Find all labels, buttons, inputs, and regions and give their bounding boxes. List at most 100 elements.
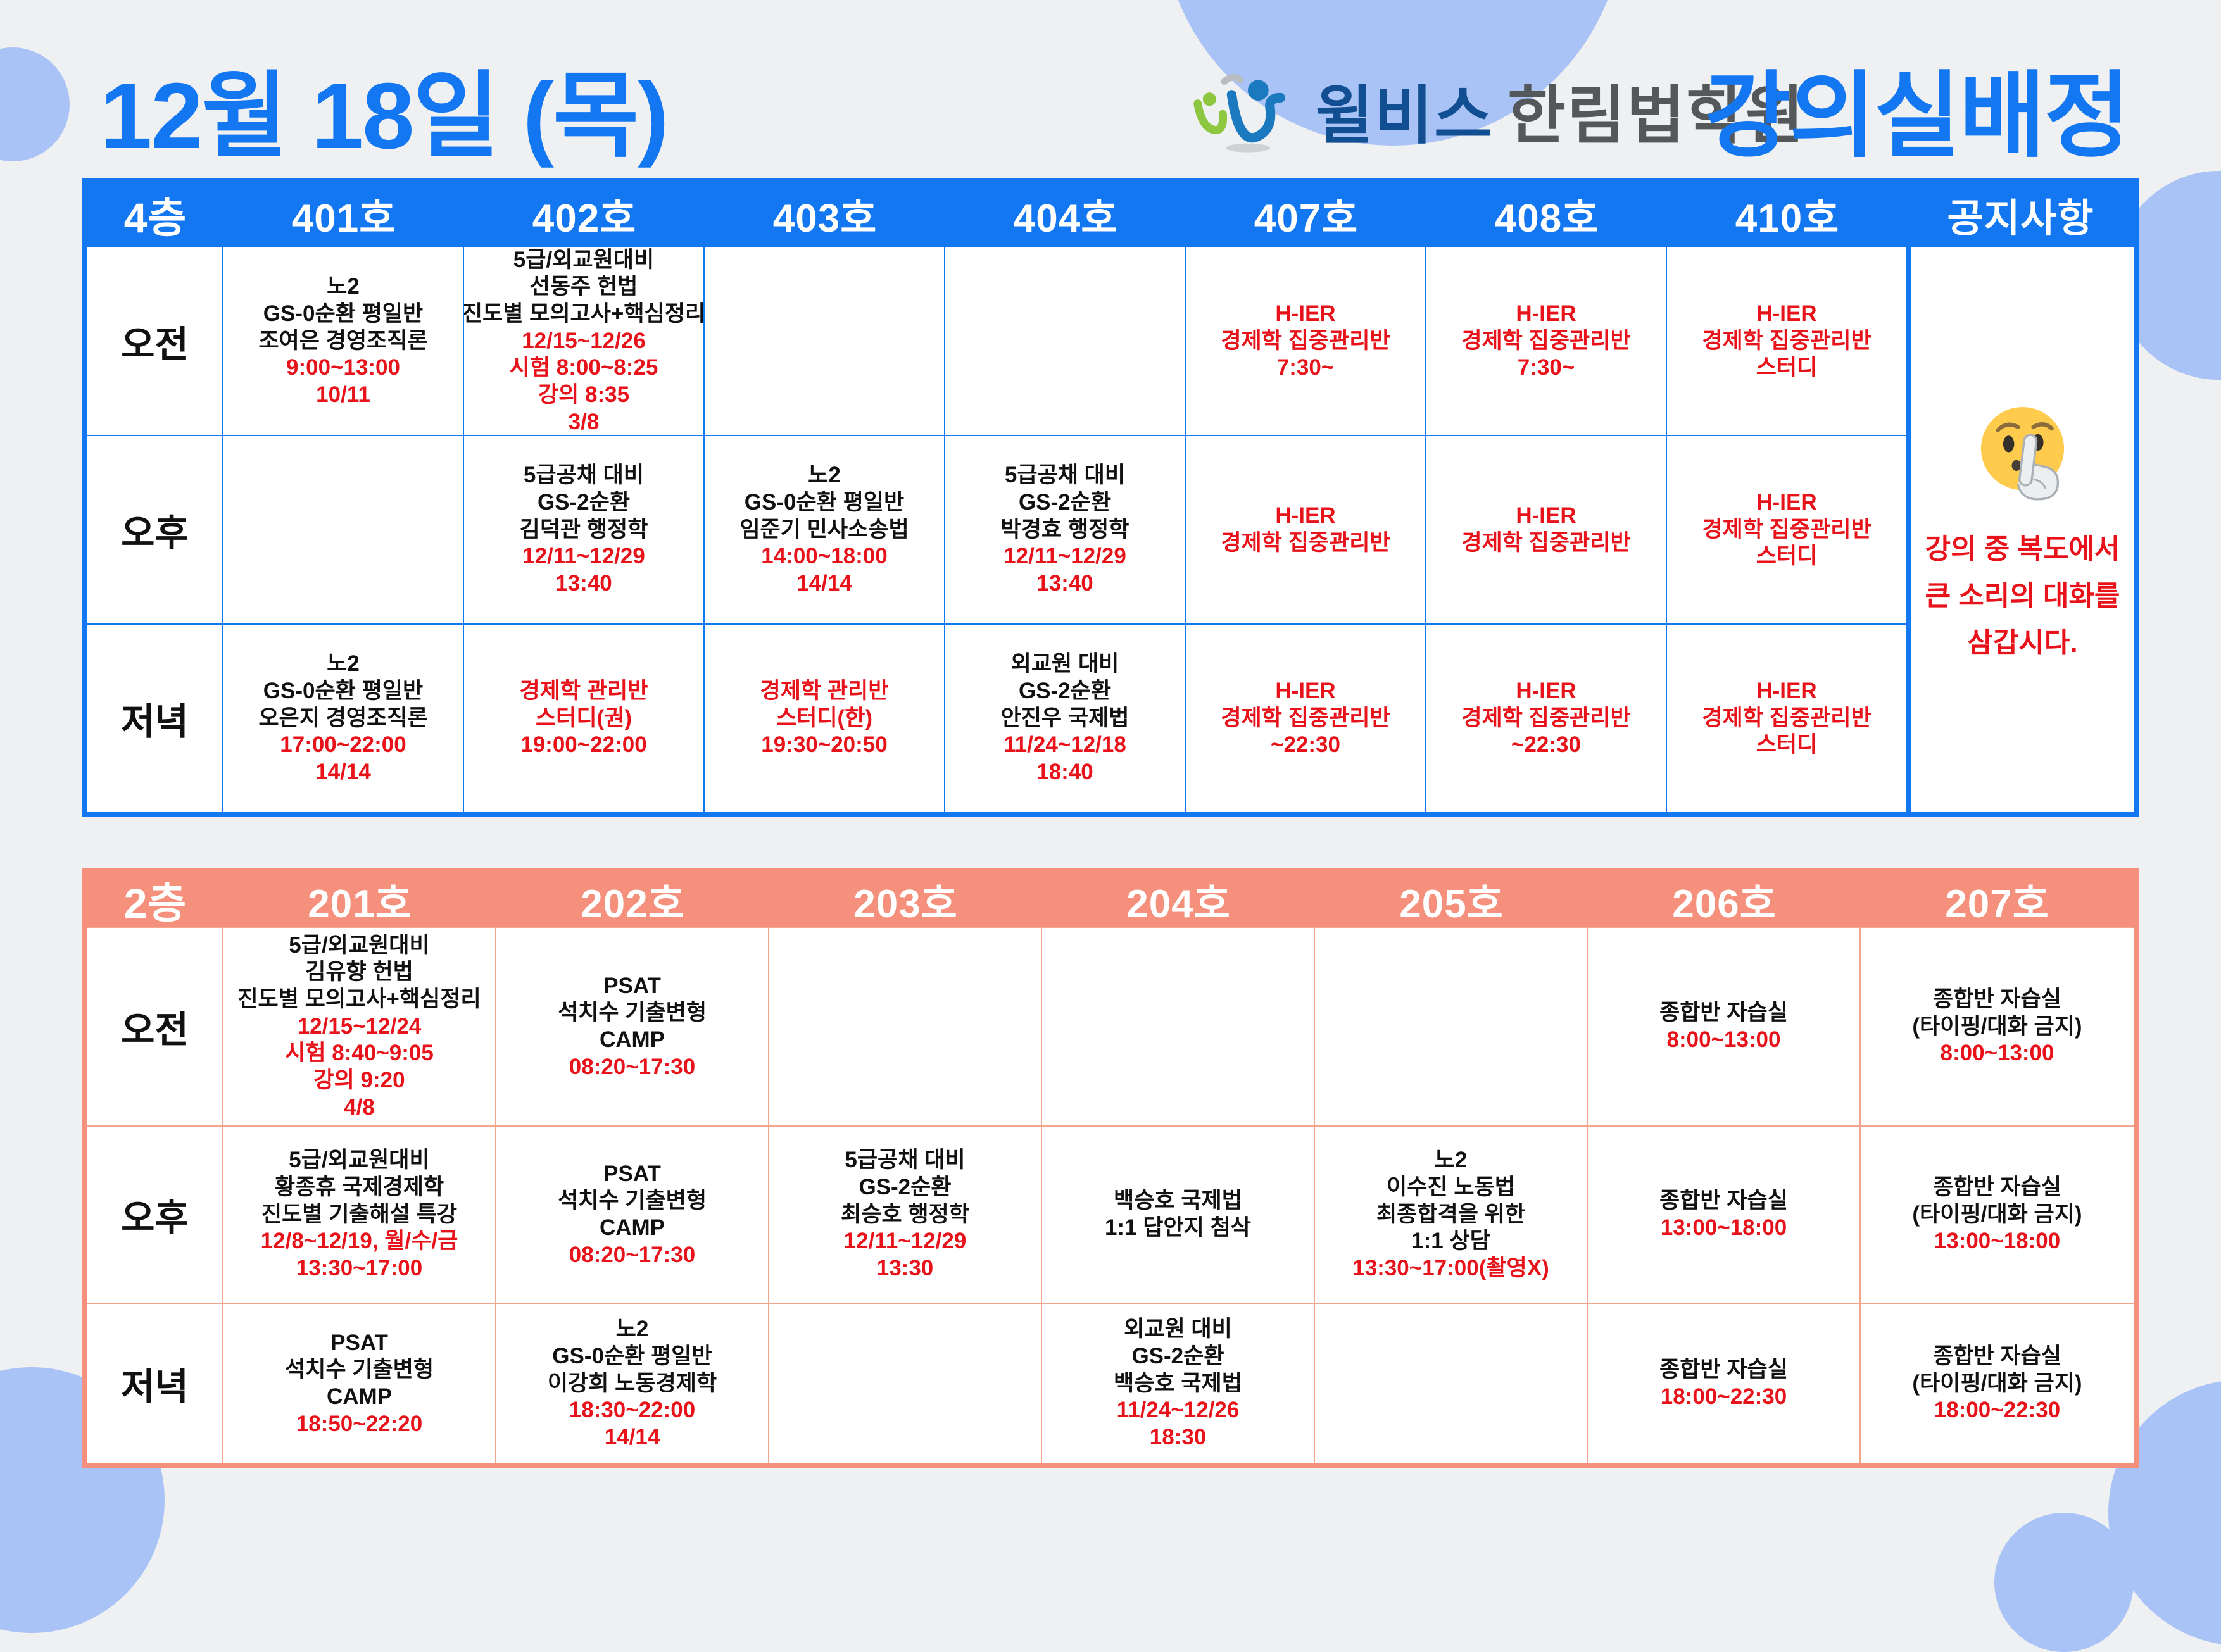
schedule-line: GS-2순환 — [1018, 678, 1112, 703]
schedule-line: 조여은 경영조직론 — [258, 328, 428, 353]
schedule-line: 14:00~18:00 — [761, 544, 888, 569]
schedule-cell-floor2-205-afternoon: 노2 이수진 노동법 최종합격을 위한 1:1 상담 13:30~17:00(촬영X) — [1315, 1125, 1588, 1303]
schedule-line: 8:00~13:00 — [1666, 1027, 1781, 1052]
schedule-line: 강의 9:20 — [313, 1068, 405, 1093]
schedule-line: H-IER — [1275, 678, 1336, 703]
schedule-line: 종합반 자습실 — [1659, 1188, 1788, 1213]
schedule-line: 4/8 — [344, 1094, 375, 1120]
schedule-line: 경제학 관리반 — [519, 678, 648, 703]
schedule-cell-floor4-408-morning: H-IER 경제학 집중관리반 7:30~ — [1426, 246, 1667, 435]
schedule-cell-floor2-206-afternoon: 종합반 자습실 13:00~18:00 — [1588, 1125, 1861, 1303]
schedule-line: 3/8 — [568, 409, 600, 434]
schedule-line: GS-2순환 — [859, 1174, 952, 1199]
schedule-line: GS-0순환 평일반 — [263, 678, 424, 703]
schedule-line: 스터디 — [1756, 544, 1818, 569]
schedule-line: 경제학 집중관리반 — [1702, 516, 1872, 542]
schedule-line: H-IER — [1756, 301, 1817, 326]
schedule-line: H-IER — [1516, 678, 1576, 703]
schedule-line: 노2 — [327, 274, 360, 299]
schedule-line: 시험 8:40~9:05 — [285, 1041, 434, 1066]
schedule-line: 18:50~22:20 — [296, 1411, 423, 1436]
schedule-line: 12/11~12/29 — [843, 1229, 967, 1254]
schedule-line: 경제학 관리반 — [760, 678, 889, 703]
schedule-line: 11/24~12/18 — [1004, 732, 1126, 758]
schedule-line: GS-2순환 — [537, 489, 631, 515]
schedule-cell-floor4-404-afternoon: 5급공채 대비 GS-2순환 박경효 행정학 12/11~12/29 13:40 — [945, 435, 1186, 623]
schedule-line: 18:30 — [1149, 1425, 1207, 1450]
schedule-cell-floor2-202-evening: 노2 GS-0순환 평일반 이강희 노동경제학 18:30~22:00 14/14 — [496, 1303, 769, 1463]
schedule-line: 노2 — [615, 1317, 649, 1342]
schedule-line: 김유향 헌법 — [305, 960, 413, 985]
schedule-line: 13:40 — [1036, 571, 1093, 596]
schedule-cell-floor2-202-afternoon: PSAT 석치수 기출변형 CAMP 08:20~17:30 — [496, 1125, 769, 1303]
schedule-line: GS-2순환 — [1018, 489, 1112, 515]
schedule-cell-floor4-410-evening: H-IER 경제학 집중관리반 스터디 — [1667, 623, 1908, 812]
schedule-cell-floor4-402-evening: 경제학 관리반 스터디(권) 19:00~22:00 — [464, 623, 705, 812]
schedule-line: 백승호 국제법 — [1114, 1370, 1242, 1396]
schedule-line: 강의 8:35 — [538, 382, 630, 408]
schedule-line: 경제학 집중관리반 — [1461, 705, 1631, 730]
brand-name: 윌비스 — [1315, 80, 1494, 151]
schedule-line: 5급공채 대비 — [845, 1148, 966, 1173]
schedule-line: 5급공채 대비 — [1004, 463, 1126, 488]
schedule-line: 외교원 대비 — [1010, 651, 1119, 677]
room-header-403: 403호 — [705, 183, 945, 246]
schedule-cell-floor2-207-evening: 종합반 자습실 (타이핑/대화 금지) 18:00~22:30 — [1861, 1303, 2134, 1463]
time-label-evening: 저녁 — [87, 623, 223, 812]
schedule-line: 노2 — [327, 651, 360, 677]
schedule-line: 노2 — [1434, 1148, 1468, 1173]
schedule-cell-floor2-204-afternoon: 백승호 국제법 1:1 답안지 첨삭 — [1042, 1125, 1315, 1303]
room-header-202: 202호 — [496, 873, 769, 927]
floor4-table: 강의 중 복도에서 큰 소리의 대화를 삼갑시다. 4층 401호 402호 403호… — [82, 178, 2139, 817]
schedule-line: H-IER — [1516, 503, 1576, 529]
room-header-201: 201호 — [223, 873, 496, 927]
schedule-line: (타이핑/대화 금지) — [1912, 1201, 2082, 1227]
schedule-line: 12/15~12/24 — [297, 1013, 422, 1039]
schedule-line: 종합반 자습실 — [1933, 986, 2061, 1011]
time-label-morning: 오전 — [87, 246, 223, 435]
brand-logo-block: 윌비스 한림법학원 — [1190, 56, 1805, 163]
schedule-line: 노2 — [808, 463, 841, 488]
schedule-line: 진도별 기출해설 특강 — [261, 1201, 458, 1227]
schedule-line: GS-0순환 평일반 — [744, 489, 905, 515]
schedule-line: 경제학 집중관리반 — [1702, 328, 1872, 353]
schedule-line: 종합반 자습실 — [1933, 1174, 2061, 1199]
schedule-line: 18:00~22:30 — [1660, 1384, 1787, 1409]
schedule-line: 5급/외교원대비 — [513, 247, 655, 272]
schedule-line: 스터디 — [1756, 732, 1818, 758]
schedule-line: 안진우 국제법 — [1000, 705, 1129, 730]
schedule-line: 경제학 집중관리반 — [1461, 530, 1631, 555]
schedule-line: 황종휴 국제경제학 — [274, 1174, 444, 1199]
notice-line: 큰 소리의 대화를 — [1925, 580, 2120, 611]
schedule-cell-floor4-408-afternoon: H-IER 경제학 집중관리반 — [1426, 435, 1667, 623]
schedule-line: CAMP — [326, 1384, 393, 1409]
schedule-line: GS-0순환 평일반 — [552, 1343, 712, 1368]
schedule-line: 14/14 — [796, 571, 852, 596]
schedule-cell-floor4-410-afternoon: H-IER 경제학 집중관리반 스터디 — [1667, 435, 1908, 623]
schedule-line: 1:1 상담 — [1411, 1229, 1490, 1254]
schedule-line: 외교원 대비 — [1124, 1317, 1232, 1342]
schedule-line: 진도별 모의고사+핵심정리 — [464, 301, 705, 326]
brand-academy-name: 한림법학원 — [1507, 80, 1805, 151]
schedule-line: CAMP — [599, 1027, 665, 1052]
schedule-cell-floor4-407-afternoon: H-IER 경제학 집중관리반 — [1186, 435, 1426, 623]
schedule-cell-floor4-407-evening: H-IER 경제학 집중관리반 ~22:30 — [1186, 623, 1426, 812]
schedule-line: 13:30~17:00(촬영X) — [1352, 1256, 1549, 1281]
schedule-cell-floor4-402-morning: 5급/외교원대비 선동주 헌법 진도별 모의고사+핵심정리 12/15~12/26 시험… — [464, 246, 705, 435]
schedule-cell-floor4-410-morning: H-IER 경제학 집중관리반 스터디 — [1667, 246, 1908, 435]
schedule-cell-floor4-403-afternoon: 노2 GS-0순환 평일반 임준기 민사소송법 14:00~18:00 14/14 — [705, 435, 945, 623]
schedule-line: 14/14 — [604, 1425, 660, 1450]
schedule-line: 10/11 — [316, 382, 370, 408]
notice-line: 강의 중 복도에서 — [1925, 533, 2120, 565]
schedule-cell-floor4-402-afternoon: 5급공채 대비 GS-2순환 김덕관 행정학 12/11~12/29 13:40 — [464, 435, 705, 623]
schedule-line: 종합반 자습실 — [1659, 1357, 1788, 1382]
schedule-cell-floor4-401-afternoon — [223, 435, 464, 623]
time-label-morning: 오전 — [87, 927, 223, 1125]
schedule-line: (타이핑/대화 금지) — [1912, 1370, 2082, 1396]
schedule-line: 9:00~13:00 — [286, 355, 400, 380]
shushing-face-emoji — [1980, 406, 2065, 501]
schedule-line: 13:00~18:00 — [1660, 1215, 1787, 1240]
schedule-line: 14/14 — [315, 760, 371, 785]
schedule-line: 17:00~22:00 — [280, 732, 406, 758]
schedule-cell-floor2-205-morning — [1315, 927, 1588, 1125]
